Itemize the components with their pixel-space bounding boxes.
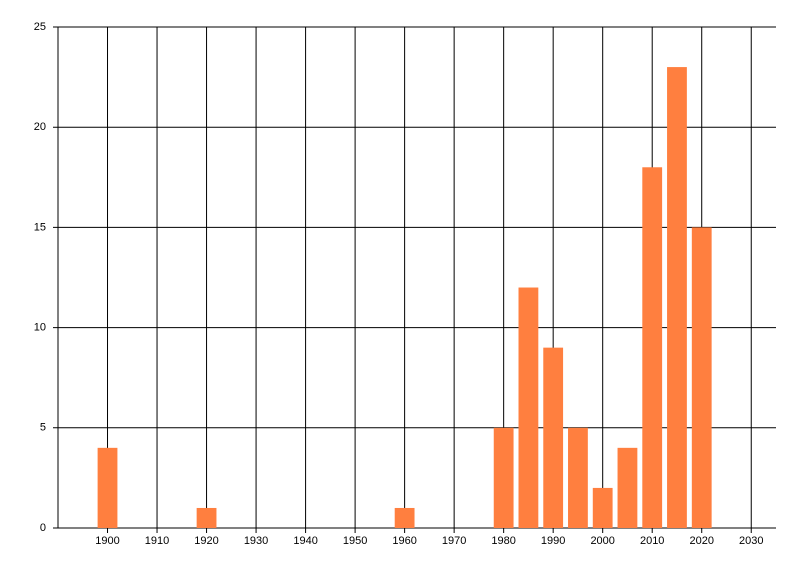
bar [543,347,564,528]
bar [493,427,514,528]
x-tick-label: 1900 [95,535,119,547]
bar [394,507,415,528]
bar [642,167,663,528]
x-tick-label: 1950 [343,535,367,547]
x-tick-label: 1920 [194,535,218,547]
y-tick-label: 25 [34,21,46,33]
bar [667,67,687,528]
y-tick-label: 5 [40,422,46,434]
bar [691,227,712,528]
x-tick-label: 1970 [442,535,466,547]
bar [518,287,539,528]
x-tick-label: 1980 [491,535,515,547]
bar [568,427,588,528]
bar [196,507,217,528]
y-tick-label: 10 [34,322,46,334]
x-tick-label: 2000 [590,535,614,547]
x-tick-label: 1910 [145,535,169,547]
x-tick-label: 2020 [689,535,713,547]
x-tick-label: 1990 [541,535,565,547]
x-tick-label: 1960 [392,535,416,547]
bar [97,447,118,528]
y-tick-label: 0 [40,522,46,534]
x-tick-label: 1940 [293,535,317,547]
y-tick-label: 15 [34,221,46,233]
bar [617,447,638,528]
bar [592,487,613,528]
x-tick-label: 1930 [244,535,268,547]
x-tick-label: 2030 [739,535,763,547]
y-tick-label: 20 [34,121,46,133]
x-tick-label: 2010 [640,535,664,547]
